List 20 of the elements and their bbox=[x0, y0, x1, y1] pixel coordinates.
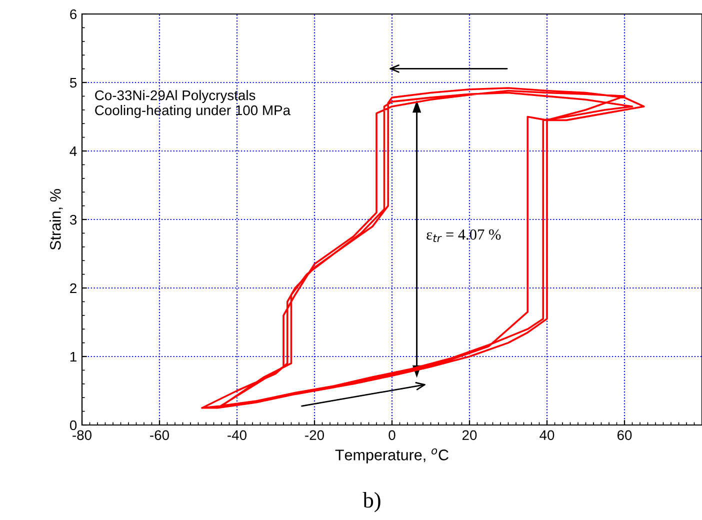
text: b) bbox=[362, 492, 380, 512]
x-axis-title: Temperature, $^{o}$C bbox=[335, 448, 448, 464]
y-tick-label: 3 bbox=[70, 214, 77, 225]
y-tick-label: 5 bbox=[70, 78, 77, 88]
y-axis-title: Strain, % bbox=[50, 189, 63, 250]
x-tick-label: 40 bbox=[540, 430, 554, 440]
y-tick-label: 4 bbox=[70, 146, 77, 156]
x-tick-label: 20 bbox=[462, 430, 477, 440]
y-tick-label: 6 bbox=[70, 9, 77, 20]
annotation: ε$_{tr}$ = 4.07 % bbox=[426, 229, 501, 242]
y-tick-label: 2 bbox=[70, 283, 76, 294]
annotation: Co-33Ni-29Al Polycrystals Cooling-heating under 100 MPa bbox=[95, 90, 291, 118]
y-tick-label: 1 bbox=[70, 352, 76, 362]
x-tick-label: -20 bbox=[305, 430, 324, 440]
x-tick-label: 60 bbox=[617, 430, 632, 440]
x-tick-label: 0 bbox=[388, 430, 396, 440]
y-tick-label: 0 bbox=[70, 420, 77, 430]
x-tick-label: -80 bbox=[72, 430, 92, 440]
x-tick-label: -40 bbox=[228, 430, 246, 440]
x-tick-label: -60 bbox=[150, 430, 169, 440]
